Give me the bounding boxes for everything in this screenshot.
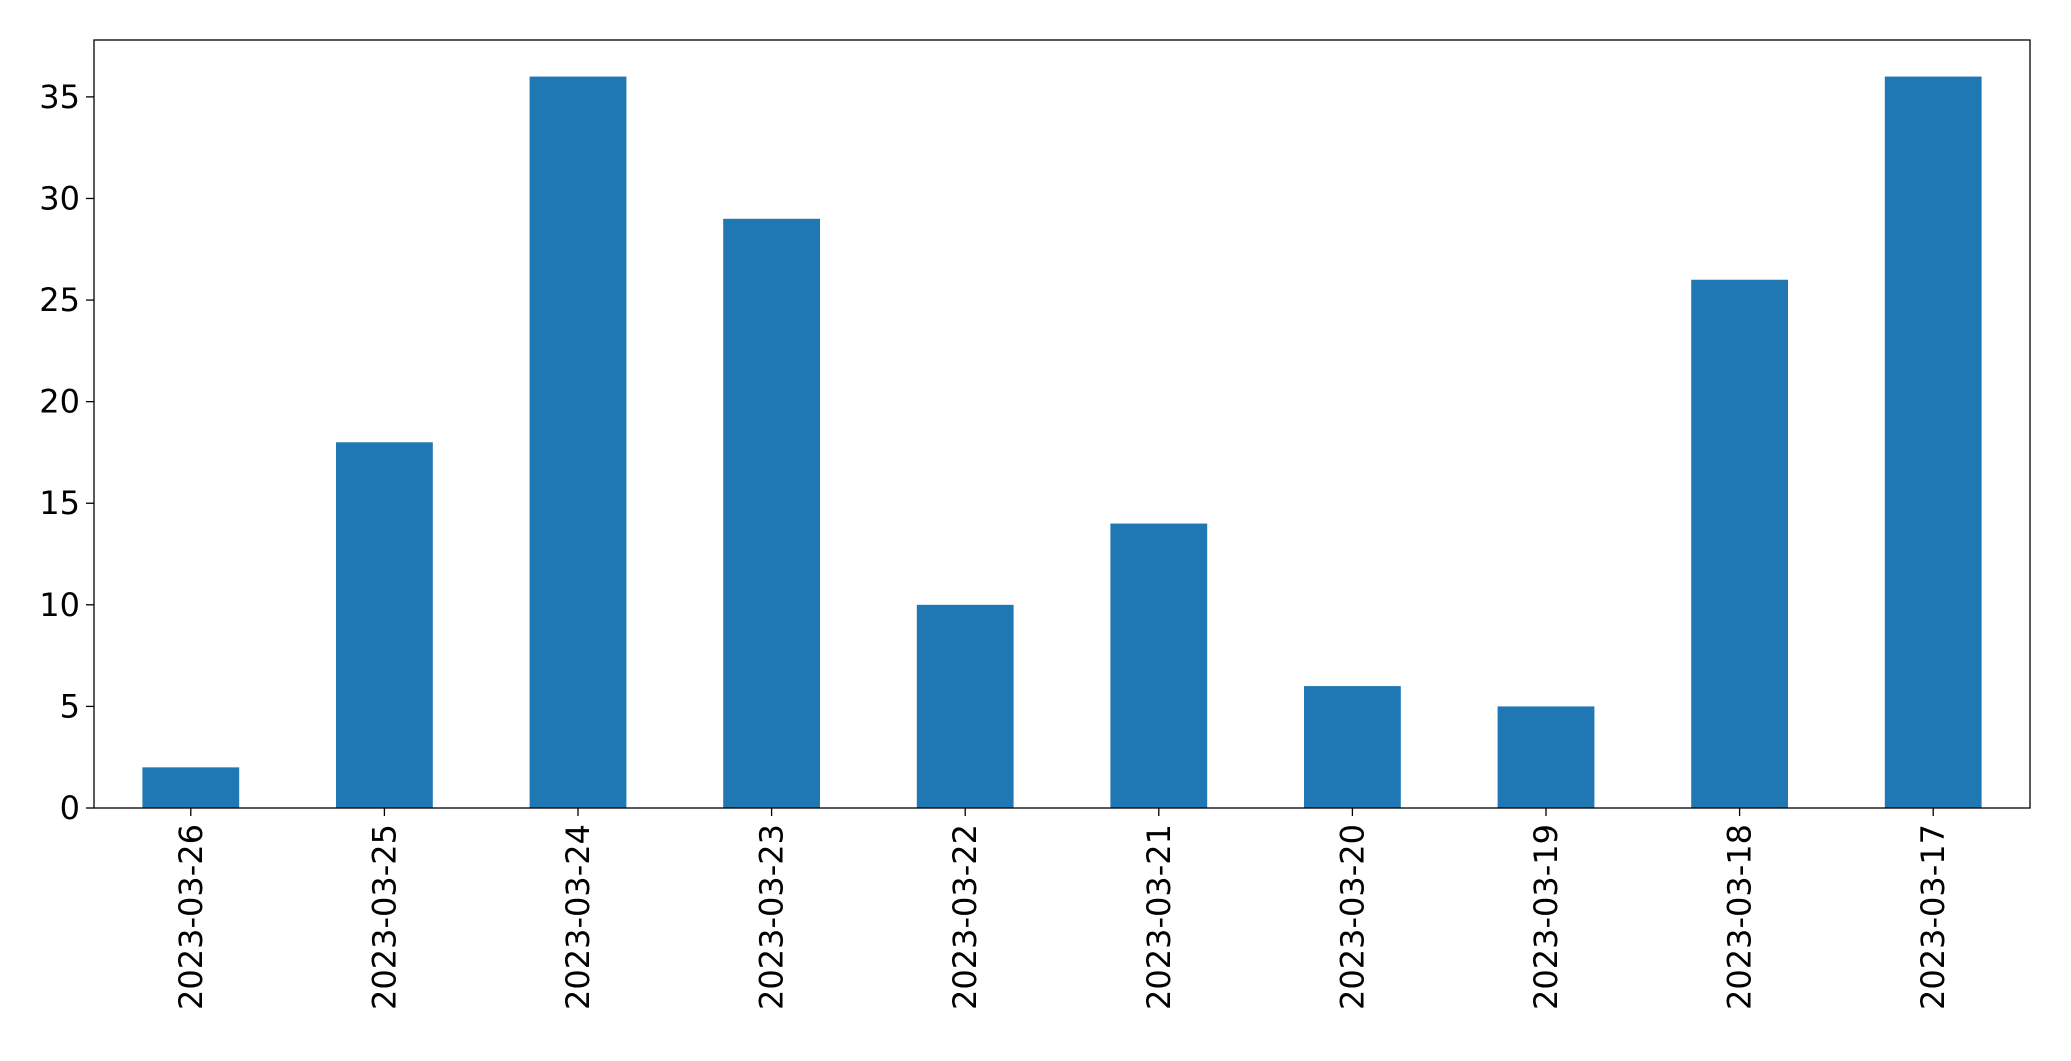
x-tick-label: 2023-03-21 bbox=[1140, 824, 1178, 1010]
y-tick-label: 0 bbox=[60, 789, 80, 827]
bar bbox=[336, 442, 433, 808]
y-tick-label: 20 bbox=[39, 383, 80, 421]
x-tick-label: 2023-03-24 bbox=[559, 824, 597, 1010]
bar bbox=[916, 604, 1014, 808]
plot-frame bbox=[93, 39, 2031, 809]
y-tick-label: 30 bbox=[39, 179, 80, 217]
y-tick-label: 25 bbox=[39, 281, 80, 319]
y-tick-label: 10 bbox=[39, 586, 80, 624]
x-tick-label: 2023-03-26 bbox=[172, 824, 210, 1010]
x-tick-label: 2023-03-17 bbox=[1914, 824, 1952, 1010]
y-tick-label: 5 bbox=[60, 687, 80, 725]
y-tick-label: 15 bbox=[39, 484, 80, 522]
x-tick-label: 2023-03-18 bbox=[1721, 824, 1759, 1010]
x-tick-label: 2023-03-23 bbox=[753, 824, 791, 1010]
x-tick-label: 2023-03-25 bbox=[365, 824, 403, 1010]
bar bbox=[1884, 76, 1982, 809]
bar bbox=[1691, 279, 1788, 808]
bar bbox=[1110, 523, 1208, 808]
x-tick-label: 2023-03-20 bbox=[1333, 824, 1371, 1010]
bar bbox=[723, 218, 820, 809]
bar bbox=[529, 76, 627, 809]
y-tick-label: 35 bbox=[39, 78, 80, 116]
x-tick-label: 2023-03-19 bbox=[1527, 824, 1565, 1010]
bar bbox=[1304, 686, 1401, 808]
bar bbox=[142, 767, 240, 808]
x-tick-label: 2023-03-22 bbox=[946, 824, 984, 1010]
bar bbox=[1497, 706, 1595, 808]
